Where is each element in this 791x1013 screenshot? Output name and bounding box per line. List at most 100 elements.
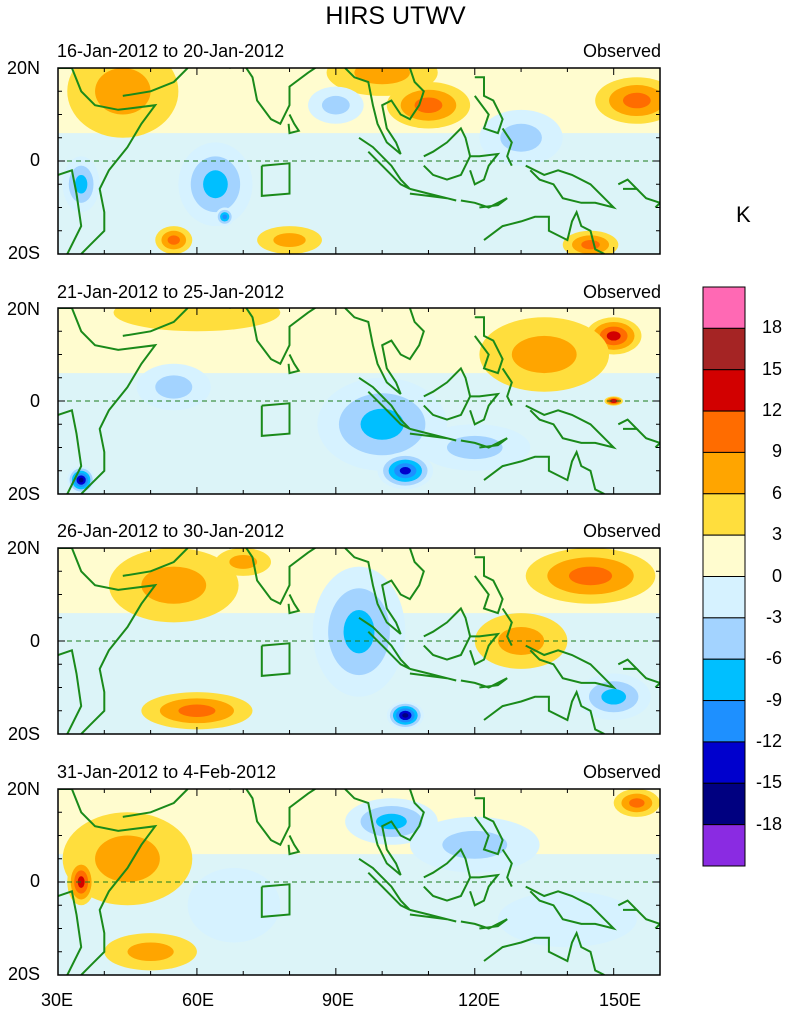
coastline	[460, 918, 508, 930]
region-box	[260, 642, 291, 677]
coastline	[423, 847, 472, 902]
coastline	[525, 404, 617, 450]
coastline	[501, 367, 513, 407]
anomaly-contour	[113, 308, 281, 332]
lat-label-eq: 0	[29, 631, 40, 651]
anomaly-contour	[222, 214, 228, 220]
anomaly-contour	[399, 467, 411, 475]
coastline	[473, 76, 504, 135]
coastline	[409, 667, 457, 682]
anomaly-contour	[343, 610, 375, 654]
coastline	[58, 648, 83, 734]
panel-3-period: 26-Jan-2012 to 30-Jan-2012	[57, 521, 285, 541]
region-box	[260, 402, 291, 437]
panel-1-period: 16-Jan-2012 to 20-Jan-2012	[57, 41, 285, 61]
coastline	[636, 428, 660, 449]
panel-4-period: 31-Jan-2012 to 4-Feb-2012	[57, 762, 277, 782]
anomaly-contour	[446, 435, 503, 460]
colorbar-swatch	[702, 700, 746, 743]
colorbar-level-label: -9	[765, 689, 782, 710]
coastline	[229, 789, 317, 847]
coastline	[460, 437, 508, 449]
lat-label-20n: 20N	[6, 538, 40, 558]
colorbar-level-label: 12	[761, 400, 782, 421]
coastline	[287, 114, 301, 135]
coastline	[423, 606, 472, 661]
colorbar-level-label: -3	[765, 606, 782, 627]
colorbar-level-label: -15	[755, 772, 782, 793]
map-panel-3	[57, 547, 661, 735]
coastline	[58, 308, 158, 494]
panel-2-label: Observed	[582, 282, 661, 302]
coastline	[58, 168, 83, 254]
coastline	[358, 857, 411, 911]
colorbar-swatch	[702, 327, 746, 371]
coastline	[58, 68, 158, 254]
anomaly-contour	[187, 868, 281, 943]
coastline	[469, 152, 501, 186]
anomaly-contour	[203, 170, 228, 199]
coastline	[617, 178, 640, 190]
anomaly-contour	[402, 713, 409, 718]
anomaly-contour	[606, 331, 621, 341]
anomaly-contour	[568, 566, 613, 586]
map-panel-1	[57, 67, 661, 255]
anomaly-contour	[601, 689, 627, 705]
lat-label-20n: 20N	[6, 299, 40, 319]
colorbar-level-label: 15	[761, 358, 782, 379]
anomaly-contour	[155, 375, 193, 399]
anomaly-contour	[511, 335, 577, 374]
lon-label-60e: 60E	[181, 990, 215, 1010]
coastline	[617, 418, 640, 430]
anomaly-contour	[167, 235, 180, 245]
map-panel-4	[57, 788, 661, 976]
anomaly-contour	[611, 400, 616, 402]
lat-label-eq: 0	[29, 391, 40, 411]
coastline	[423, 366, 472, 421]
coastline	[58, 408, 83, 494]
anomaly-contour	[500, 123, 542, 152]
anomaly-contour	[321, 95, 350, 115]
coastline	[469, 392, 501, 426]
anomaly-contour	[622, 92, 651, 109]
chart-title: HIRS UTWV	[325, 2, 466, 30]
colorbar-level-label: 9	[771, 441, 782, 462]
coastline	[460, 197, 508, 209]
lat-label-20s: 20S	[7, 964, 40, 984]
coastline	[344, 308, 425, 395]
coastline	[122, 308, 189, 337]
anomaly-contour	[141, 566, 207, 604]
colorbar-swatch	[702, 410, 746, 453]
colorbar-level-label: -18	[755, 813, 782, 834]
colorbar-level-label: 0	[771, 565, 782, 586]
coastline	[409, 187, 457, 202]
lat-label-20s: 20S	[7, 243, 40, 263]
anomaly-contour	[629, 798, 645, 808]
lat-label-20n: 20N	[6, 779, 40, 799]
anomaly-contour	[273, 233, 306, 248]
coastline	[483, 930, 605, 975]
coastline	[344, 789, 425, 876]
anomaly-contour	[74, 174, 88, 194]
colorbar	[702, 286, 746, 867]
coastline	[636, 909, 660, 930]
coastline	[122, 68, 189, 97]
coastline	[636, 668, 660, 689]
colorbar-swatch	[702, 617, 746, 660]
map-panel-2	[57, 307, 661, 495]
colorbar-level-label: 6	[771, 482, 782, 503]
colorbar-swatch	[702, 451, 746, 495]
lon-label-90e: 90E	[321, 990, 355, 1010]
panel-3-label: Observed	[582, 521, 661, 541]
coastline	[287, 594, 301, 615]
lat-label-20s: 20S	[7, 484, 40, 504]
coastline	[122, 789, 189, 818]
coastline	[617, 899, 640, 911]
colorbar-swatch	[702, 369, 746, 412]
coastline	[287, 835, 301, 856]
lon-label-120e: 120E	[457, 990, 501, 1010]
region-box	[260, 162, 291, 197]
anomaly-contour	[95, 835, 160, 882]
lon-label-150e: 150E	[598, 990, 642, 1010]
